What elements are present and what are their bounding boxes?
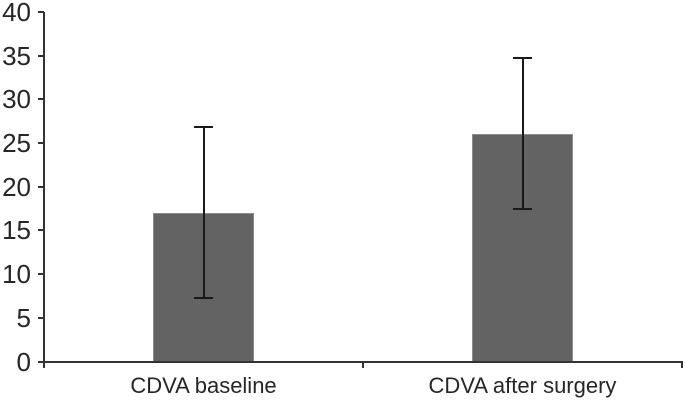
x-category-label: CDVA baseline bbox=[130, 373, 277, 398]
y-axis-tick bbox=[38, 54, 44, 57]
y-tick-label: 10 bbox=[2, 259, 31, 290]
y-tick-label: 20 bbox=[2, 171, 31, 202]
y-tick-label: 30 bbox=[2, 84, 31, 115]
y-tick-label: 25 bbox=[2, 128, 31, 159]
y-tick-label: 15 bbox=[2, 215, 31, 246]
y-tick-label: 0 bbox=[16, 346, 31, 377]
x-axis-tick bbox=[362, 361, 364, 368]
y-axis-tick bbox=[38, 185, 44, 188]
y-axis-tick bbox=[38, 229, 44, 232]
error-bar-cap-top bbox=[194, 126, 213, 129]
x-category-label: CDVA after surgery bbox=[428, 373, 617, 398]
error-bar-cap-bottom bbox=[194, 296, 213, 299]
error-bar-cap-bottom bbox=[513, 207, 532, 210]
y-axis-tick bbox=[38, 142, 44, 145]
y-axis-tick bbox=[38, 98, 44, 101]
y-axis-tick bbox=[38, 316, 44, 319]
error-bar-line bbox=[521, 58, 524, 209]
y-tick-label: 5 bbox=[16, 302, 31, 333]
y-tick-label: 40 bbox=[2, 0, 31, 27]
error-bar-line bbox=[202, 127, 205, 298]
x-axis-tick bbox=[681, 361, 683, 368]
y-axis-tick bbox=[38, 273, 44, 276]
y-axis-tick bbox=[38, 11, 44, 13]
y-axis-tick bbox=[38, 360, 44, 363]
y-axis bbox=[43, 12, 45, 368]
error-bar-cap-top bbox=[513, 57, 532, 60]
y-tick-label: 35 bbox=[2, 40, 31, 71]
